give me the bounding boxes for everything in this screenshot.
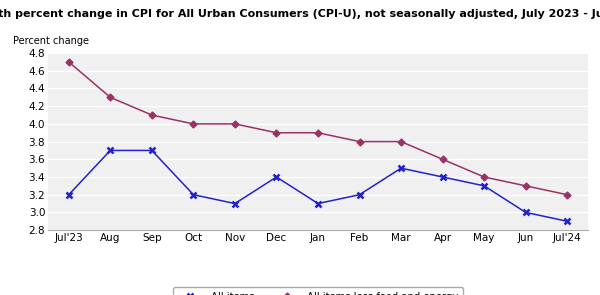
Text: Percent change: Percent change: [13, 36, 89, 46]
Text: 12-month percent change in CPI for All Urban Consumers (CPI-U), not seasonally a: 12-month percent change in CPI for All U…: [0, 9, 600, 19]
Legend: All items, All items less food and energy: All items, All items less food and energ…: [173, 286, 463, 295]
